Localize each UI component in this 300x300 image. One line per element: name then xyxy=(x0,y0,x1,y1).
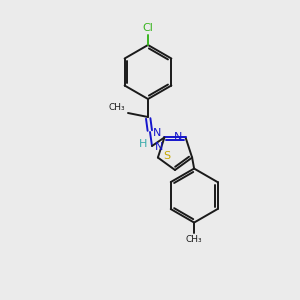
Text: CH₃: CH₃ xyxy=(108,103,125,112)
Text: N: N xyxy=(174,132,183,142)
Text: H: H xyxy=(139,139,147,149)
Text: CH₃: CH₃ xyxy=(186,235,202,244)
Text: Cl: Cl xyxy=(142,23,153,33)
Text: N: N xyxy=(155,142,164,152)
Text: N: N xyxy=(153,128,161,138)
Text: S: S xyxy=(163,151,170,160)
